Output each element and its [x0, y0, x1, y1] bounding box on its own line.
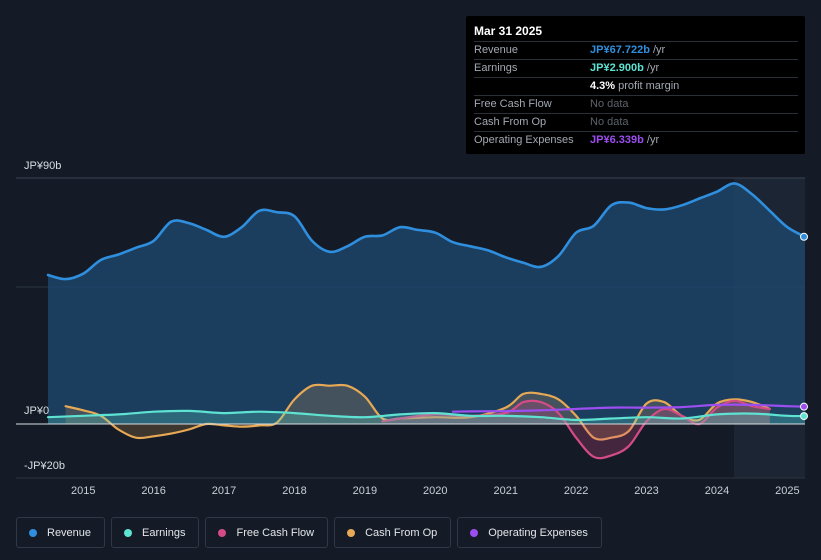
x-tick-label: 2019	[352, 485, 378, 497]
chart-legend: Revenue Earnings Free Cash Flow Cash Fro…	[16, 517, 602, 548]
legend-item-free-cash-flow[interactable]: Free Cash Flow	[205, 517, 329, 548]
x-tick-label: 2022	[563, 485, 589, 497]
tooltip-value: No data	[590, 98, 629, 110]
legend-item-operating-expenses[interactable]: Operating Expenses	[457, 517, 602, 548]
tooltip-unit: /yr	[643, 134, 660, 146]
tooltip-label: Operating Expenses	[474, 134, 574, 146]
legend-item-revenue[interactable]: Revenue	[16, 517, 106, 548]
tooltip-value: JP¥2.900b	[590, 62, 644, 74]
series-area-free-cash-flow	[382, 400, 770, 459]
tooltip-date: Mar 31 2025	[474, 24, 543, 38]
tooltip-label: Earnings	[474, 62, 518, 74]
y-tick-label-zero: JP¥0	[24, 405, 50, 417]
x-tick-label: 2024	[704, 485, 730, 497]
legend-dot-free-cash-flow	[218, 528, 227, 537]
legend-label-free-cash-flow: Free Cash Flow	[236, 526, 315, 539]
legend-dot-operating-expenses	[470, 528, 479, 537]
tooltip-row-revenue: Revenue JP¥67.722b /yr	[474, 41, 798, 59]
legend-label-operating-expenses: Operating Expenses	[488, 526, 588, 539]
series-line-earnings	[46, 409, 807, 422]
end-marker-revenue	[800, 232, 808, 241]
x-tick-label: 2017	[211, 485, 237, 497]
tooltip-value: No data	[590, 116, 629, 128]
legend-dot-revenue	[29, 528, 37, 537]
tooltip-unit: /yr	[649, 44, 666, 56]
x-tick-label: 2015	[70, 485, 96, 497]
x-tick-label: 2018	[282, 485, 307, 497]
tooltip-row-operating-expenses: Operating Expenses JP¥6.339b /yr	[474, 131, 798, 149]
legend-label-revenue: Revenue	[47, 526, 92, 539]
tooltip-row-profit-margin: 4.3% profit margin	[474, 77, 798, 95]
y-tick-label-top: JP¥90b	[24, 160, 62, 172]
tooltip-label: Free Cash Flow	[474, 98, 552, 110]
tooltip-value: JP¥67.722b	[590, 44, 650, 56]
tooltip-value: 4.3%	[590, 80, 616, 92]
data-tooltip: Mar 31 2025 Revenue JP¥67.722b /yr Earning…	[466, 16, 805, 154]
x-tick-label: 2016	[141, 485, 166, 497]
legend-label-earnings: Earnings	[142, 526, 186, 539]
tooltip-label: Revenue	[474, 44, 519, 56]
series-area-earnings	[48, 410, 805, 424]
legend-dot-earnings	[124, 528, 133, 537]
series-area-revenue	[48, 183, 805, 424]
x-tick-label: 2023	[634, 485, 659, 497]
x-tick-label: 2020	[423, 485, 448, 497]
tooltip-unit: profit margin	[615, 80, 680, 92]
series-line-operating-expenses	[451, 403, 807, 413]
tooltip-row-earnings: Earnings JP¥2.900b /yr	[474, 59, 798, 77]
y-tick-label-bottom: -JP¥20b	[24, 460, 65, 472]
legend-dot-cash-from-op	[347, 528, 356, 537]
tooltip-row-free-cash-flow: Free Cash Flow No data	[474, 95, 798, 113]
legend-label-cash-from-op: Cash From Op	[365, 526, 438, 539]
end-marker-earnings	[800, 412, 808, 421]
legend-item-cash-from-op[interactable]: Cash From Op	[334, 517, 452, 548]
end-marker-operating-expenses	[800, 402, 808, 411]
tooltip-unit: /yr	[643, 62, 660, 74]
x-tick-label: 2025	[775, 485, 800, 497]
series-line-revenue	[46, 182, 807, 281]
legend-item-earnings[interactable]: Earnings	[111, 517, 200, 548]
x-tick-label: 2021	[493, 485, 518, 497]
tooltip-row-cash-from-op: Cash From Op No data	[474, 113, 798, 131]
tooltip-value: JP¥6.339b	[590, 134, 644, 146]
tooltip-label: Cash From Op	[474, 116, 547, 128]
tooltip-label	[474, 78, 590, 95]
